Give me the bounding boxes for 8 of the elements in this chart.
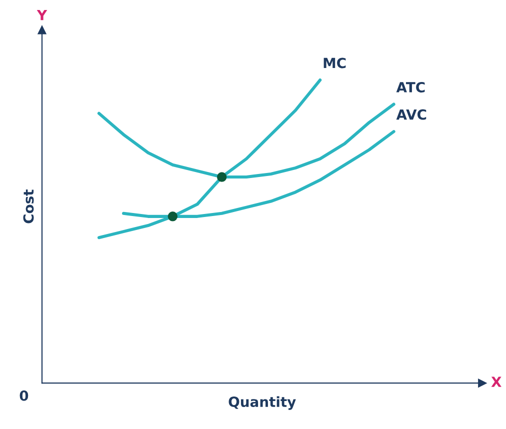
text: Y — [36, 10, 48, 20]
text: 0 — [20, 390, 28, 401]
y-axis-title: Cost — [23, 190, 34, 224]
series-label: ATC — [396, 82, 425, 92]
series-label: MC — [324, 58, 346, 68]
series-label: AVC — [396, 109, 426, 120]
text: X — [491, 376, 502, 387]
x-axis-title: Quantity — [228, 396, 296, 410]
